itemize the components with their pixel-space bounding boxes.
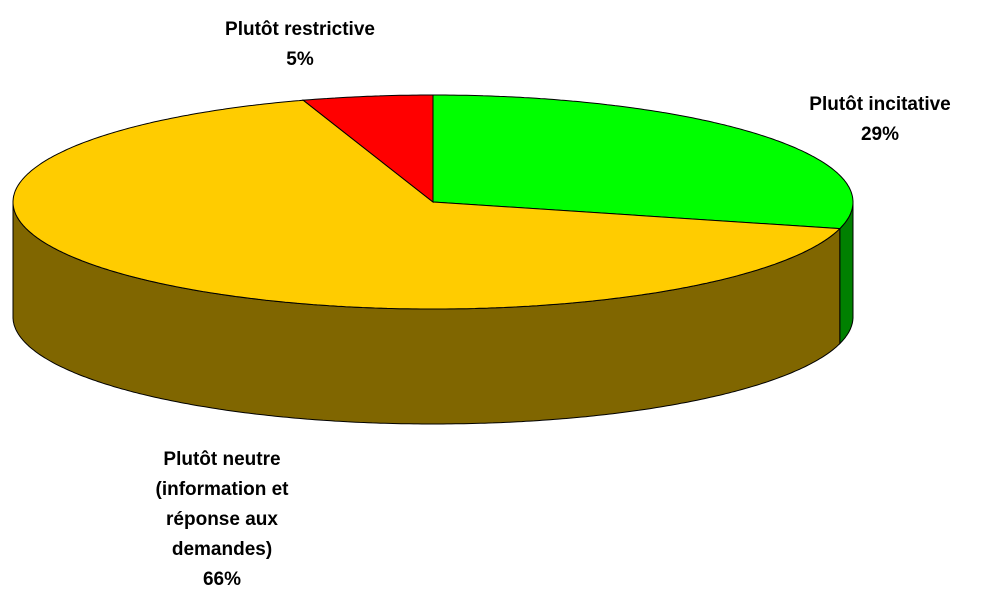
- category-name: Plutôt incitative: [809, 94, 951, 115]
- value-label: 5%: [286, 49, 314, 70]
- value-label: 66%: [202, 569, 242, 590]
- slice: [12, 99, 842, 310]
- slice-label: Plutôt neutre (information et réponse au…: [135, 445, 310, 595]
- category-name: Plutôt neutre (information et réponse au…: [155, 449, 289, 560]
- category-name: Plutôt restrictive: [225, 19, 375, 40]
- slice-label: Plutôt incitative 29%: [809, 90, 950, 150]
- slice: [301, 94, 434, 204]
- value-label: 29%: [860, 124, 900, 145]
- slice: [432, 94, 854, 230]
- slice-label: Plutôt restrictive 5%: [225, 15, 375, 75]
